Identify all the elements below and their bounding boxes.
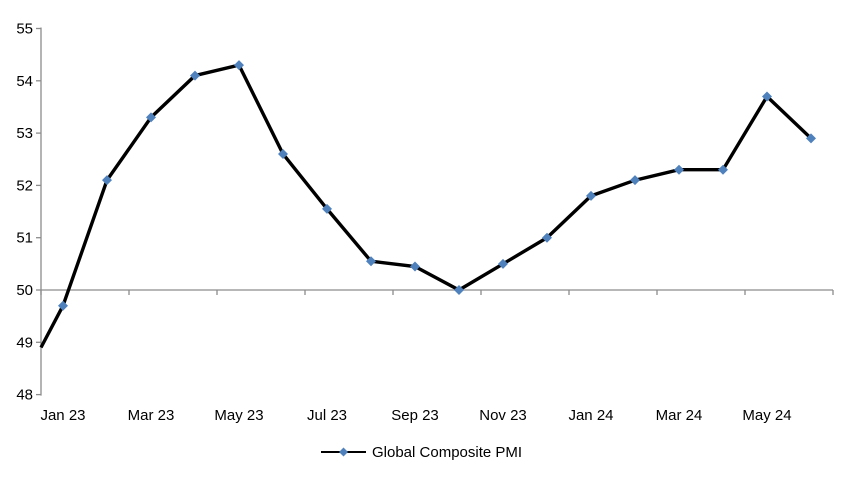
data-point-marker bbox=[806, 133, 816, 144]
x-axis-tick-label: May 23 bbox=[214, 407, 263, 424]
y-axis-tick-label: 53 bbox=[16, 125, 33, 142]
data-point-marker bbox=[586, 190, 596, 201]
legend: Global Composite PMI bbox=[321, 444, 522, 461]
data-point-marker bbox=[58, 300, 68, 311]
data-point-marker bbox=[762, 91, 772, 102]
series-layer bbox=[39, 60, 816, 349]
data-point-marker bbox=[102, 175, 112, 186]
data-point-marker bbox=[630, 175, 640, 186]
x-axis-tick-label: May 24 bbox=[742, 407, 791, 424]
data-point-marker bbox=[278, 149, 288, 160]
data-point-marker bbox=[190, 70, 200, 81]
y-axis-tick-label: 52 bbox=[16, 177, 33, 194]
data-point-marker bbox=[454, 285, 464, 295]
y-axis-tick-label: 51 bbox=[16, 230, 33, 247]
data-point-marker bbox=[366, 256, 376, 267]
x-axis-tick-label: Nov 23 bbox=[479, 407, 527, 424]
data-point-marker bbox=[410, 261, 420, 272]
data-point-marker bbox=[322, 203, 332, 214]
legend-series-label: Global Composite PMI bbox=[372, 444, 522, 461]
data-point-marker bbox=[674, 164, 684, 175]
x-axis-tick-label: Mar 23 bbox=[128, 407, 175, 424]
y-axis-tick-label: 50 bbox=[16, 282, 33, 299]
y-axis-tick-label: 54 bbox=[16, 73, 33, 90]
axes-layer: 48 49 50 51 52 53 54 55 Jan 23 Mar 23 May 23 Jul 23… bbox=[16, 21, 834, 424]
x-axis-tick-label: Mar 24 bbox=[656, 407, 703, 424]
y-axis-tick-label: 55 bbox=[16, 21, 33, 38]
data-point-marker bbox=[498, 258, 508, 269]
x-axis-tick-label: Sep 23 bbox=[391, 407, 439, 424]
y-axis-tick-label: 48 bbox=[16, 387, 33, 404]
x-axis-tick-label: Jan 23 bbox=[40, 407, 85, 424]
data-point-marker bbox=[234, 60, 244, 71]
data-point-marker bbox=[146, 112, 156, 123]
x-axis-tick-label: Jul 23 bbox=[307, 407, 347, 424]
data-point-marker bbox=[718, 164, 728, 175]
x-axis-tick-label: Jan 24 bbox=[568, 407, 613, 424]
y-axis-tick-label: 49 bbox=[16, 334, 33, 351]
pmi-series-line bbox=[39, 63, 813, 349]
legend-diamond-marker-icon bbox=[339, 447, 348, 457]
data-point-marker bbox=[542, 232, 552, 243]
